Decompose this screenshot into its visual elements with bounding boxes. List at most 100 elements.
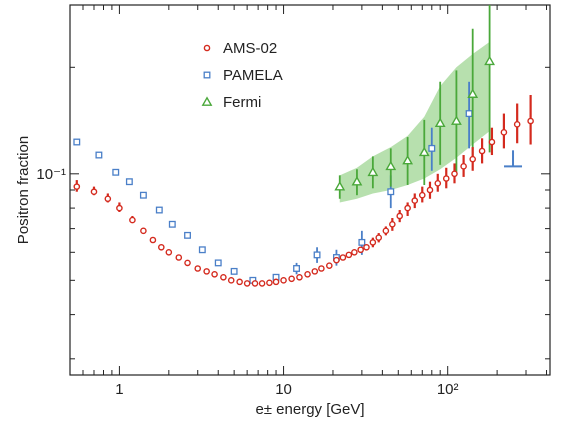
pamela-point	[358, 238, 366, 246]
fermi-series	[334, 5, 496, 199]
upper-limit-marker	[504, 150, 523, 168]
pamela-point	[198, 246, 206, 254]
ams-02-point	[418, 191, 426, 199]
pamela-point	[428, 144, 436, 152]
ams-02-point	[272, 278, 280, 286]
pamela-point	[293, 265, 301, 272]
ams-02-point	[140, 227, 147, 235]
axis-ticks: 1 10 10² 10⁻¹	[36, 5, 550, 398]
ams-02-point	[175, 254, 183, 261]
fermi-point	[351, 176, 363, 186]
fermi-point	[402, 154, 414, 165]
legend-pamela-marker	[203, 71, 211, 79]
ams-02-point	[266, 279, 273, 287]
legend: AMS-02 PAMELA Fermi	[201, 40, 283, 111]
pamela-point	[230, 267, 238, 275]
ams-02-point	[236, 278, 243, 286]
x-axis-title: e± energy [GeV]	[255, 401, 364, 418]
fermi-point	[334, 181, 346, 191]
ams-02-point	[90, 188, 98, 196]
fermi-systematic-band-layer	[339, 41, 490, 203]
ams-02-point	[469, 155, 476, 163]
ams-02-point	[149, 236, 157, 244]
ams-02-point	[460, 163, 467, 170]
ams-02-point	[451, 170, 458, 178]
pamela-point	[465, 110, 473, 118]
ams-02-point	[426, 186, 434, 194]
pamela-point	[184, 231, 191, 239]
ams-02-point	[73, 183, 81, 190]
ams-02-point	[527, 117, 534, 125]
ams-02-point	[375, 234, 383, 241]
pamela-point	[73, 138, 81, 146]
pamela-point	[168, 220, 176, 228]
ams-02-point	[129, 216, 136, 224]
legend-pamela-label: PAMELA	[223, 67, 283, 84]
x-tick-label: 10²	[437, 381, 459, 398]
fermi-point	[451, 115, 462, 125]
ams-02-point	[357, 246, 364, 254]
ams-02-point	[280, 277, 287, 284]
ams-02-point	[478, 147, 486, 155]
ams-02-point	[345, 251, 353, 259]
data-points-layer	[73, 5, 534, 287]
fermi-point	[385, 160, 397, 171]
legend-fermi-marker	[201, 96, 213, 106]
ams-02-point	[304, 270, 311, 278]
legend-ams-02-label: AMS-02	[223, 40, 277, 57]
fermi-point	[418, 146, 430, 157]
fermi-point	[467, 88, 479, 98]
ams-02-point	[488, 138, 496, 146]
ams-02-point	[500, 129, 508, 136]
ams-02-point	[165, 249, 173, 256]
ams-02-point	[339, 254, 347, 261]
ams-02-point	[404, 204, 411, 212]
x-tick-label: 10	[275, 381, 292, 398]
pamela-point	[95, 151, 103, 159]
pamela-point	[214, 259, 222, 267]
pamela-point	[139, 191, 147, 199]
ams-02-point	[116, 204, 123, 212]
ams-02-point	[296, 273, 303, 281]
pamela-point	[112, 168, 120, 176]
ams-02-point	[158, 243, 165, 251]
ams-02-point	[411, 197, 419, 204]
ams-02-point	[194, 265, 202, 272]
ams-02-point	[513, 121, 521, 128]
fermi-point	[367, 166, 379, 177]
ams-02-point	[211, 270, 218, 278]
ams-02-point	[203, 268, 210, 275]
pamela-point	[155, 206, 163, 214]
ams-02-point	[434, 180, 442, 187]
pamela-series	[73, 81, 473, 284]
fermi-systematic-band	[339, 41, 490, 203]
ams-02-point	[251, 280, 259, 287]
x-tick-label: 1	[115, 381, 123, 398]
pamela-point	[313, 251, 321, 259]
ams-02-point	[333, 256, 340, 264]
ams-02-series	[73, 95, 534, 287]
ams-02-point	[382, 227, 390, 235]
ams-02-point	[442, 175, 450, 182]
ams-02-point	[363, 243, 370, 251]
ams-02-point	[243, 280, 251, 287]
ams-02-point	[288, 275, 295, 283]
ams-02-point	[311, 268, 319, 275]
ams-02-point	[351, 249, 358, 256]
ams-02-point	[318, 265, 325, 272]
fermi-point	[484, 55, 496, 66]
ams-02-point	[227, 277, 235, 284]
ams-02-point	[220, 273, 227, 281]
pamela-point	[125, 178, 133, 186]
ams-02-point	[396, 212, 403, 220]
ams-02-point	[369, 239, 377, 246]
legend-ams-02-marker	[203, 44, 211, 52]
ams-02-point	[104, 195, 112, 203]
fermi-point	[434, 117, 446, 128]
legend-fermi-label: Fermi	[223, 94, 261, 111]
y-tick-label: 10⁻¹	[36, 166, 66, 183]
ams-02-point	[184, 259, 191, 267]
ams-02-point	[326, 262, 333, 269]
ams-02-point	[258, 280, 266, 287]
